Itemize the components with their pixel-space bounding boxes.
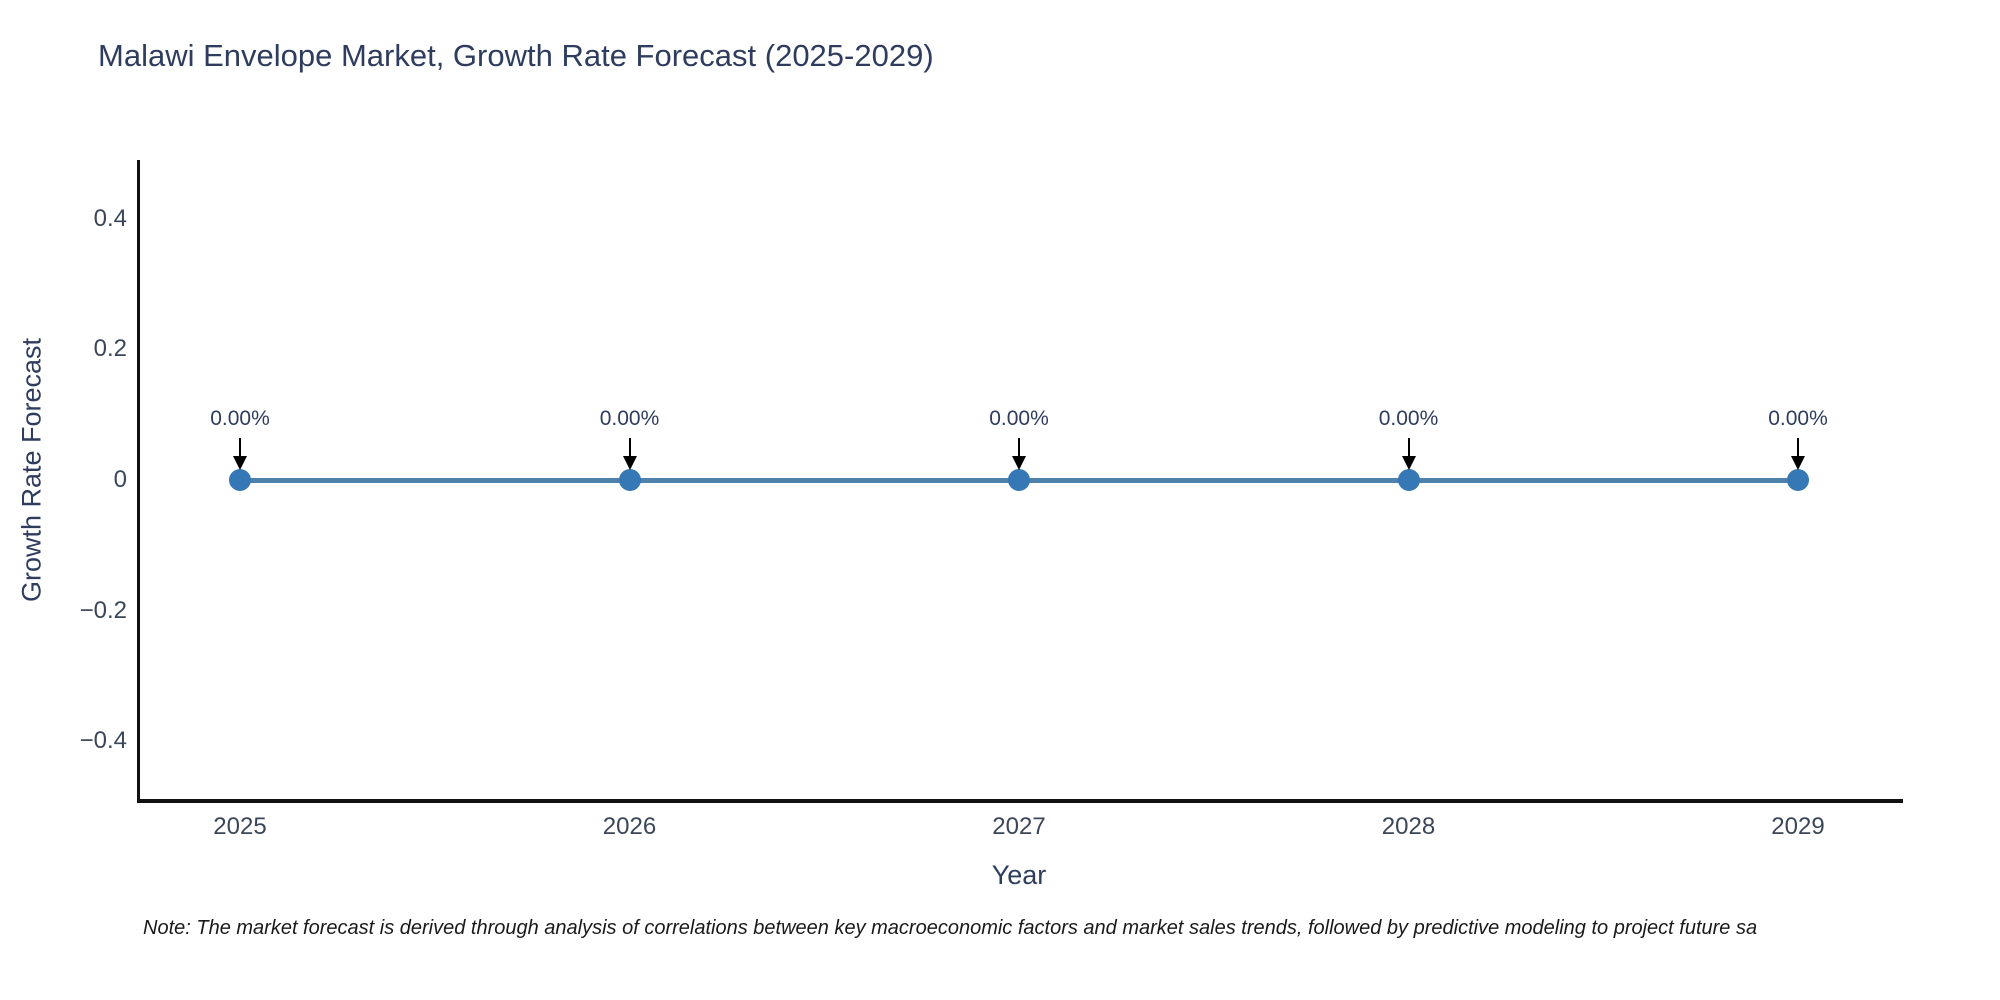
point-annotation-label: 0.00%	[599, 407, 660, 430]
annotation-arrowhead-icon	[622, 456, 637, 470]
annotation-arrow-stem	[628, 438, 631, 458]
y-tick-label: −0.4	[79, 727, 127, 755]
annotation-arrow-stem	[1018, 438, 1020, 458]
data-point-marker	[618, 469, 641, 491]
data-point-marker	[1008, 469, 1030, 491]
y-tick-label: 0	[113, 466, 127, 493]
point-annotation-label: 0.00%	[1378, 407, 1439, 430]
annotation-arrowhead-icon	[1401, 456, 1416, 470]
x-axis-title: Year	[991, 860, 1047, 890]
x-axis-line	[137, 799, 1903, 803]
data-point-marker	[1787, 469, 1809, 491]
x-tick-label: 2029	[1771, 813, 1825, 840]
annotation-arrowhead-icon	[1791, 456, 1805, 470]
annotation-arrow-stem	[1407, 438, 1410, 458]
annotation-arrowhead-icon	[1012, 456, 1026, 470]
chart-title: Malawi Envelope Market, Growth Rate Fore…	[98, 38, 934, 73]
footnote: Note: The market forecast is derived thr…	[143, 917, 1758, 939]
y-tick-label: −0.2	[79, 596, 127, 624]
annotation-arrowhead-icon	[233, 456, 247, 470]
point-annotation-label: 0.00%	[989, 407, 1049, 430]
annotation-arrow-stem	[1797, 438, 1799, 458]
x-tick-label: 2026	[602, 813, 657, 840]
data-point-marker	[229, 469, 251, 491]
x-tick-label: 2027	[992, 813, 1046, 840]
y-tick-label: 0.4	[93, 204, 127, 232]
annotation-arrow-stem	[239, 438, 241, 458]
y-axis-line	[137, 160, 140, 803]
x-tick-label: 2025	[213, 813, 267, 840]
y-tick-label: 0.2	[93, 335, 127, 363]
point-annotation-label: 0.00%	[1768, 407, 1828, 430]
point-annotation-label: 0.00%	[210, 407, 270, 430]
x-tick-label: 2028	[1381, 813, 1436, 840]
data-point-marker	[1397, 469, 1420, 491]
